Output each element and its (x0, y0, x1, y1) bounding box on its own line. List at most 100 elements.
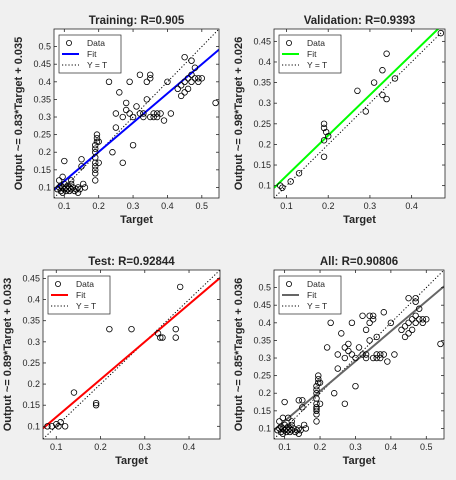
data-point (112, 110, 120, 117)
data-point (369, 312, 377, 319)
data-point (383, 50, 390, 57)
y-tick-label: 0.2 (38, 147, 51, 157)
data-point (92, 141, 99, 149)
data-point (341, 400, 349, 407)
data-point (320, 153, 328, 160)
data-point (416, 305, 423, 312)
data-point (195, 75, 202, 82)
y-tick-label: 0.4 (27, 295, 40, 305)
data-point (136, 110, 144, 117)
x-axis-label: Target (343, 214, 376, 226)
data-point (279, 430, 287, 437)
data-point (279, 184, 286, 191)
x-tick-label: 0.5 (420, 442, 433, 452)
data-point (81, 184, 89, 191)
data-point (405, 330, 412, 337)
data-point (281, 421, 288, 429)
data-point (366, 312, 373, 319)
x-tick-label: 0.1 (58, 201, 71, 211)
data-point (352, 382, 359, 390)
y-tick-label: 0.3 (258, 353, 271, 363)
x-tick-label: 0.3 (139, 442, 152, 452)
data-point (136, 71, 144, 78)
data-point (354, 87, 361, 95)
legend-entry: Fit (307, 290, 317, 300)
data-point (412, 298, 419, 305)
data-point (188, 57, 195, 64)
data-point (387, 319, 395, 327)
y-tick-label: 0.15 (22, 400, 40, 410)
data-point (284, 414, 292, 422)
data-point (295, 397, 302, 404)
data-point (92, 166, 99, 174)
data-point (109, 149, 116, 156)
legend-entry: Data (307, 38, 325, 48)
x-tick-label: 0.4 (385, 442, 398, 452)
test-plot: 0.1 0.2 0.3 0.4 0.1 0.15 0.2 0.25 0.3 0.35 0.4 0.45… (2, 256, 221, 467)
y-tick-label: 0.1 (258, 181, 271, 191)
data-point (348, 351, 356, 358)
data-point (373, 351, 380, 358)
data-point (112, 124, 120, 131)
data-point (122, 106, 130, 114)
data-point (167, 110, 175, 117)
data-point (320, 120, 328, 128)
data-point (92, 170, 99, 177)
data-point (316, 400, 324, 407)
data-point (325, 132, 332, 140)
axes-frame (42, 269, 221, 440)
data-point (401, 333, 409, 341)
y-tick-label: 0.45 (253, 300, 271, 310)
data-point (322, 128, 330, 136)
legend-entry: Data (87, 38, 105, 48)
data-point (338, 330, 345, 337)
data-point (105, 78, 113, 86)
data-point (93, 131, 101, 138)
data-point (57, 418, 64, 426)
y-tick-label: 0.4 (258, 318, 271, 328)
data-point (188, 71, 195, 78)
data-point (412, 319, 419, 327)
data-point (288, 421, 295, 429)
plot-content (274, 29, 445, 198)
data-point (437, 340, 444, 348)
data-point (147, 71, 154, 78)
fit-line (274, 285, 444, 431)
y-tick-label: 0.45 (33, 59, 51, 69)
data-point (288, 418, 295, 425)
data-point (78, 156, 85, 163)
y-tick-label: 0.45 (22, 273, 40, 283)
data-point (299, 404, 306, 411)
y-tick-label: 0.1 (38, 182, 51, 192)
data-point (174, 85, 181, 93)
x-axis-label: Target (120, 214, 153, 226)
data-point (153, 113, 161, 121)
data-point (287, 178, 294, 185)
y-tick-label: 0.2 (258, 388, 271, 398)
data-point (129, 141, 137, 149)
plot-content (43, 270, 220, 439)
data-point (362, 108, 369, 115)
data-point (286, 425, 294, 432)
legend-entry: Fit (307, 49, 317, 59)
data-point (405, 294, 412, 302)
data-point (74, 189, 82, 196)
data-point (316, 379, 324, 386)
data-point (320, 137, 328, 144)
x-tick-label: 0.2 (322, 201, 335, 211)
y-axis-label: Output ~= 0.98*Target + 0.026 (233, 37, 245, 191)
data-point (181, 89, 188, 96)
y-tick-label: 0.15 (253, 160, 271, 170)
data-point (55, 177, 63, 184)
data-point (362, 354, 370, 362)
data-point (383, 95, 390, 103)
data-point (143, 96, 151, 103)
legend-entry: Fit (87, 49, 97, 59)
data-point (92, 163, 99, 170)
data-point (380, 351, 387, 358)
data-point (419, 319, 426, 327)
